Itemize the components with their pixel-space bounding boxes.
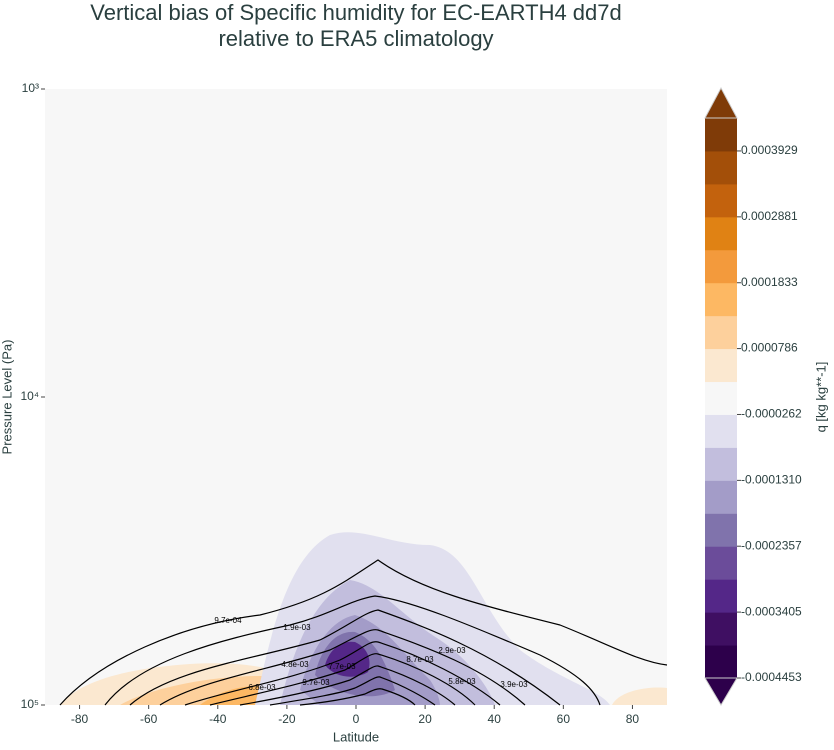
x-tick-label: -60: [140, 712, 158, 726]
x-tick-label: -40: [209, 712, 227, 726]
colorbar-bin: [705, 645, 737, 679]
y-axis-label: Pressure Level (Pa): [0, 340, 14, 455]
colorbar-bin: [705, 513, 737, 547]
colorbar-bin: [705, 348, 737, 383]
colorbar-bin: [705, 546, 737, 580]
colorbar-tick-label: 0.0000786: [741, 341, 798, 355]
colorbar-tick-label: -0.0002357: [741, 538, 802, 552]
x-tick-label: 40: [488, 712, 502, 726]
colorbar-bin: [705, 447, 737, 481]
colorbar-bin: [705, 480, 737, 514]
colorbar-tick-label: -0.0000262: [741, 407, 802, 421]
colorbar-bin: [705, 612, 737, 646]
colorbar-bin: [705, 216, 737, 251]
colorbar-bin: [705, 315, 737, 350]
contour-label: 9.7e-04: [214, 616, 242, 625]
y-tick-label: 10³: [22, 81, 39, 95]
contour-lines: [59, 559, 668, 706]
x-tick-label: 0: [353, 712, 360, 726]
x-tick-label: 20: [418, 712, 432, 726]
contour-label: 2.9e-03: [438, 646, 466, 655]
x-tick-label: 80: [626, 712, 640, 726]
contour-label: 5.8e-03: [448, 677, 476, 686]
contour-label: 4.8e-03: [281, 660, 309, 669]
x-tick-label: -20: [278, 712, 296, 726]
y-tick-label: 10⁴: [20, 389, 39, 403]
colorbar-arrow: [704, 677, 738, 706]
y-tick-label: 10⁵: [21, 697, 39, 711]
contour-label: 3.9e-03: [500, 680, 528, 689]
colorbar-bin: [705, 150, 737, 185]
chart-title: relative to ERA5 climatology: [218, 26, 493, 51]
colorbar-tick-label: 0.0001833: [741, 275, 798, 289]
colorbar-bin: [705, 282, 737, 317]
colorbar-bin: [705, 118, 737, 152]
chart-title: Vertical bias of Specific humidity for E…: [90, 0, 622, 25]
contour-label: 8.7e-03: [406, 655, 434, 664]
colorbar-label: q [kg kg**-1]: [813, 362, 828, 433]
colorbar-arrow: [704, 86, 738, 119]
colorbar-tick-label: -0.0003405: [741, 604, 802, 618]
colorbar-bin: [705, 249, 737, 284]
colorbar-bin: [705, 381, 737, 415]
colorbar-bin: [705, 183, 737, 218]
contour-label: 6.8e-03: [248, 683, 276, 692]
field: [60, 532, 667, 705]
colorbar-tick-label: 0.0003929: [741, 143, 798, 157]
colorbar-bin: [705, 579, 737, 613]
colorbar-tick-label: -0.0004453: [741, 670, 802, 684]
contour-label: 7.7e-03: [328, 662, 356, 671]
x-axis-label: Latitude: [333, 729, 379, 744]
contour-label: 1.9e-03: [283, 623, 311, 632]
colorbar-bin: [705, 414, 737, 448]
colorbar-tick-label: 0.0002881: [741, 209, 798, 223]
x-tick-label: -80: [71, 712, 89, 726]
contour-label: 9.7e-03: [302, 678, 330, 687]
colorbar-tick-label: -0.0001310: [741, 473, 802, 487]
x-tick-label: 60: [557, 712, 571, 726]
